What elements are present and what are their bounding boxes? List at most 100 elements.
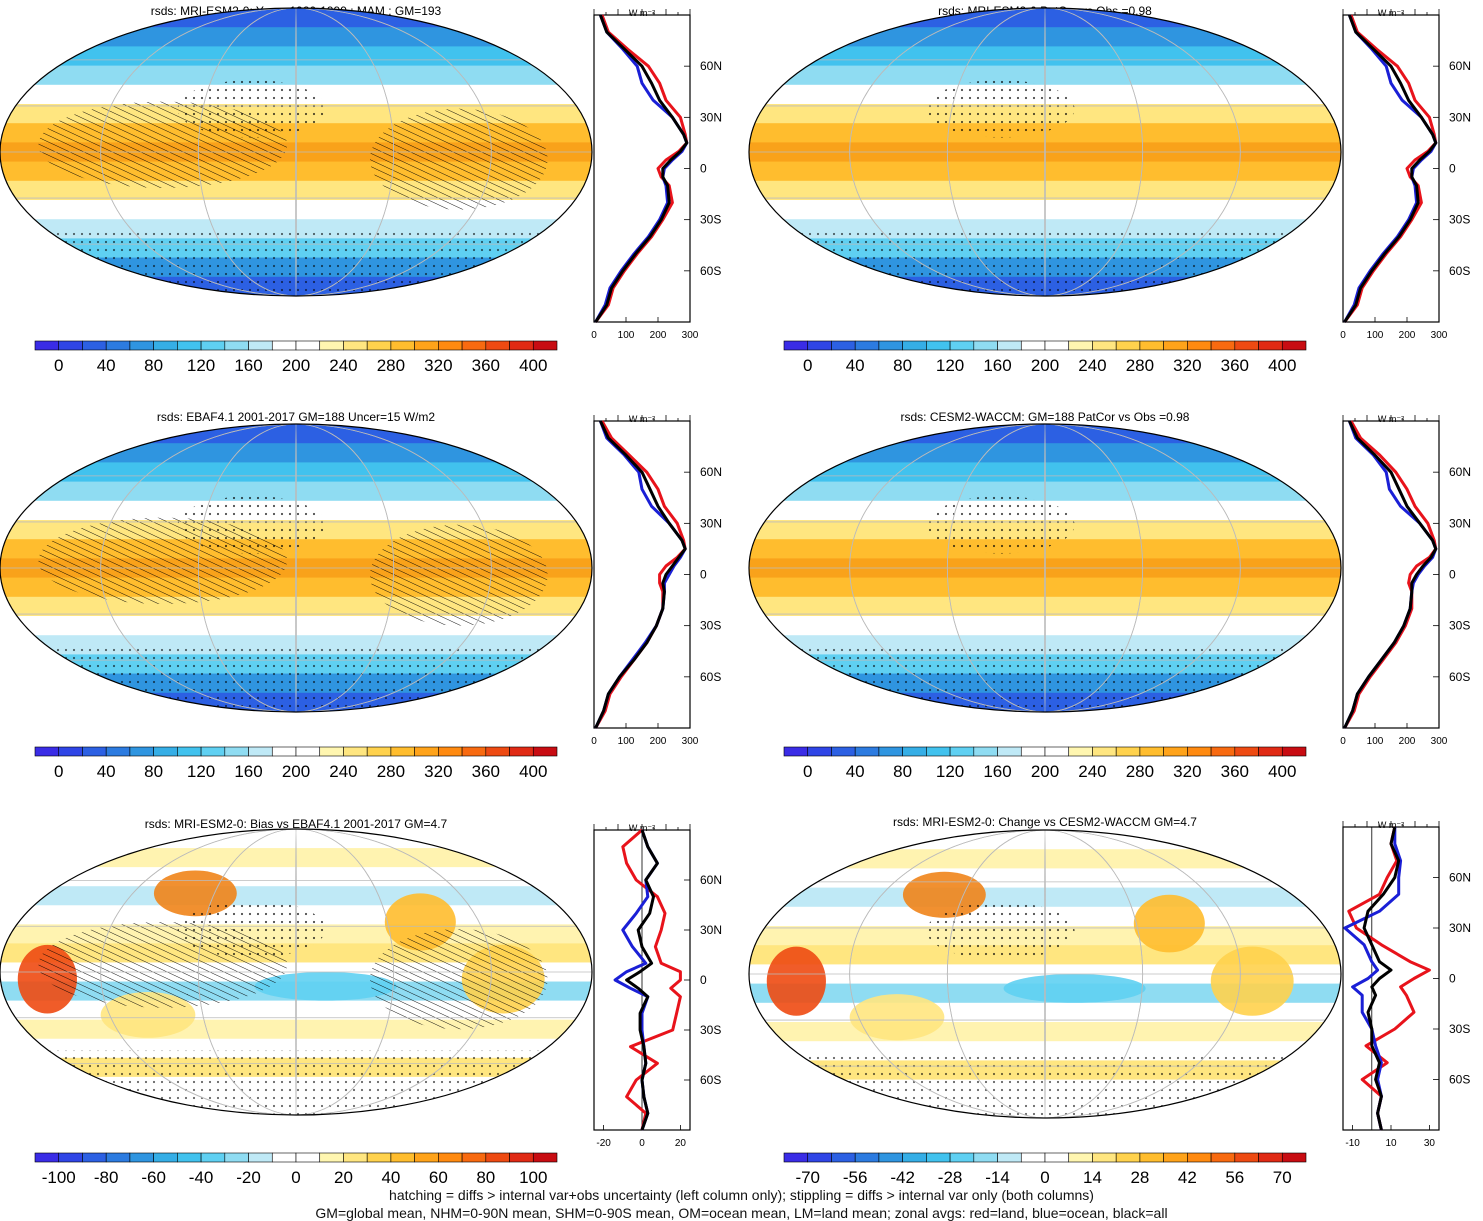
stippling-region — [749, 647, 1341, 712]
colorbar-bin — [1020, 746, 1046, 757]
colorbar-label: 40 — [846, 356, 865, 375]
colorbar-label: 360 — [472, 762, 500, 781]
profile-lat-label: 60N — [700, 873, 722, 887]
colorbar-bin — [295, 340, 321, 351]
colorbar-label: 400 — [519, 762, 547, 781]
colorbar-bin — [224, 340, 249, 351]
colorbar-bin — [532, 1152, 558, 1163]
colorbar-bin — [295, 746, 321, 757]
colorbar: 0 40 80 120 160 200 240 280 320 360 400 — [34, 340, 558, 375]
colorbar-label: 0 — [1040, 1168, 1049, 1187]
colorbar-bin — [509, 340, 534, 351]
colorbar-label: 320 — [1173, 356, 1201, 375]
colorbar-bin — [1258, 1152, 1283, 1163]
colorbar-bin — [1281, 746, 1307, 757]
colorbar-label: -70 — [795, 1168, 820, 1187]
profile-unit: W m⁻² — [629, 8, 655, 18]
profile-lat-label: 60N — [1449, 465, 1471, 479]
profile-lat-label: 60N — [700, 465, 722, 479]
colorbar-label: 28 — [1130, 1168, 1149, 1187]
colorbar-label: 60 — [429, 1168, 448, 1187]
stippling-region — [749, 1053, 1341, 1118]
colorbar-label: 240 — [329, 356, 357, 375]
colorbar-bin — [343, 746, 368, 757]
map-outline — [0, 828, 593, 1116]
colorbar-bin — [153, 340, 178, 351]
colorbar-bin — [854, 340, 880, 351]
map-band — [749, 964, 1341, 985]
map-outline — [0, 7, 593, 297]
colorbar-label: 120 — [936, 762, 964, 781]
profile-x-tick-label: 100 — [1367, 330, 1384, 341]
colorbar-bin — [878, 1152, 903, 1163]
colorbar-bin — [295, 1152, 321, 1163]
colorbar-bin — [366, 340, 392, 351]
map-title: rsds: MRI-ESM2-0: Change vs CESM2-WACCM … — [893, 815, 1197, 829]
profile-unit: W m⁻² — [1378, 414, 1404, 424]
colorbar-bin — [343, 340, 368, 351]
colorbar-bin — [105, 340, 131, 351]
colorbar-bin — [319, 1152, 344, 1163]
colorbar-label: 200 — [1031, 356, 1059, 375]
colorbar: -100 -80 -60 -40 -20 0 20 40 60 80 100 — [34, 1152, 558, 1187]
zonal-profile: W m⁻² 0 100 200 300 60N 30N 0 30S 60S — [591, 414, 722, 747]
map-outline — [748, 7, 1342, 297]
colorbar-label: -20 — [236, 1168, 261, 1187]
colorbar-label: 56 — [1225, 1168, 1244, 1187]
colorbar-bin — [461, 1152, 487, 1163]
colorbar-bin — [783, 746, 809, 757]
profile-unit: W m⁻² — [1378, 820, 1404, 830]
profile-lat-label: 30S — [700, 213, 721, 227]
map-band — [0, 1019, 592, 1040]
map-band — [0, 616, 592, 637]
colorbar-label: 280 — [377, 356, 405, 375]
profile-line-land — [1343, 14, 1438, 323]
profile-unit: W m⁻² — [629, 823, 655, 833]
colorbar-bin — [129, 340, 154, 351]
colorbar-label: 40 — [846, 762, 865, 781]
colorbar-bin — [902, 746, 927, 757]
profile-line-all — [1343, 14, 1438, 323]
map-band — [0, 462, 592, 483]
map-band — [749, 65, 1341, 86]
colorbar-bin — [807, 746, 832, 757]
colorbar-bin — [902, 340, 927, 351]
colorbar-bin — [1092, 746, 1117, 757]
colorbar-bin — [1068, 1152, 1093, 1163]
profile-line-land — [594, 420, 687, 729]
colorbar-bin — [319, 746, 344, 757]
map-band — [749, 200, 1341, 221]
map-band — [0, 848, 592, 869]
profile-lat-label: 60N — [700, 59, 722, 73]
hatching-region — [370, 524, 548, 626]
colorbar-bin — [997, 1152, 1022, 1163]
colorbar-label: 0 — [54, 762, 63, 781]
zonal-profile: W m⁻² 0 100 200 300 60N 30N 0 30S 60S — [1340, 414, 1471, 747]
colorbar-label: 400 — [519, 356, 547, 375]
colorbar-label: 120 — [187, 762, 215, 781]
colorbar-bin — [58, 746, 83, 757]
colorbar-label: 320 — [424, 356, 452, 375]
colorbar-bin — [82, 746, 107, 757]
map-band — [749, 887, 1341, 908]
footer-note-legend: GM=global mean, NHM=0-90N mean, SHM=0-90… — [315, 1205, 1168, 1221]
colorbar-label: 40 — [97, 356, 116, 375]
zonal-profile: W m⁻² -20 0 20 60N 30N 0 30S 60S — [593, 823, 722, 1149]
profile-line-land — [1347, 826, 1431, 1131]
colorbar-label: 160 — [234, 356, 262, 375]
colorbar-bin — [1139, 1152, 1164, 1163]
colorbar-bin — [973, 340, 998, 351]
colorbar-label: 40 — [381, 1168, 400, 1187]
colorbar-label: 200 — [282, 356, 310, 375]
colorbar-bin — [105, 1152, 131, 1163]
footer-note-hatching: hatching = diffs > internal var+obs unce… — [389, 1187, 1094, 1203]
map-band — [0, 443, 592, 464]
map-band — [749, 558, 1341, 579]
colorbar-bin — [224, 746, 249, 757]
colorbar-bin — [390, 340, 415, 351]
map-graticule — [749, 424, 1341, 712]
colorbar-bin — [343, 1152, 368, 1163]
colorbar-bin — [1115, 746, 1141, 757]
colorbar-bin — [783, 340, 809, 351]
